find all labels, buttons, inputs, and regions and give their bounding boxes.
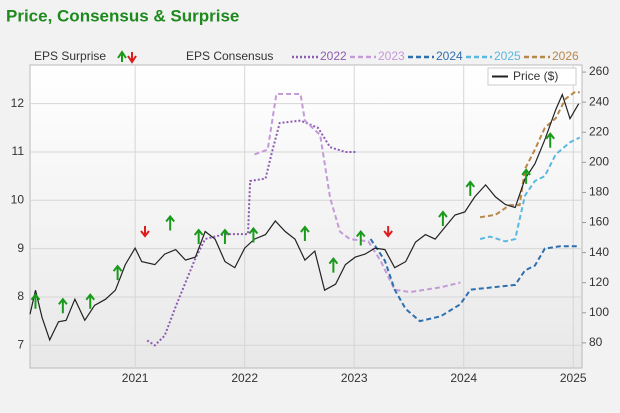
x-tick-label: 2023 bbox=[341, 371, 368, 385]
consensus-line bbox=[146, 119, 356, 347]
surprise-arrow bbox=[140, 226, 150, 238]
consensus-line bbox=[479, 90, 581, 219]
surprise-arrow bbox=[383, 226, 393, 238]
y-tick-label: 10 bbox=[11, 192, 25, 206]
legend-label: 2024 bbox=[436, 49, 463, 63]
surprise-arrow bbox=[58, 297, 68, 314]
legend-down-arrow bbox=[127, 52, 137, 64]
surprise-arrow bbox=[85, 293, 96, 309]
y2-tick-label: 140 bbox=[589, 245, 609, 259]
legend-label: 2026 bbox=[552, 49, 579, 63]
y2-tick-label: 180 bbox=[589, 185, 609, 199]
plot-area bbox=[29, 64, 583, 369]
consensus-line bbox=[479, 136, 581, 243]
surprise-arrow bbox=[328, 257, 339, 273]
x-tick-label: 2021 bbox=[122, 371, 149, 385]
surprise-arrow bbox=[112, 264, 123, 281]
surprise-arrow bbox=[465, 180, 476, 196]
legend-label: 2023 bbox=[378, 49, 405, 63]
legend-label: 2025 bbox=[494, 49, 521, 63]
y-tick-label: 12 bbox=[11, 96, 25, 110]
consensus-line bbox=[254, 93, 461, 294]
surprise-arrow bbox=[165, 214, 175, 231]
surprise-arrow bbox=[521, 168, 531, 184]
consensus-line bbox=[369, 238, 580, 323]
consensus-legend-label: EPS Consensus bbox=[186, 49, 273, 63]
y2-tick-label: 80 bbox=[589, 335, 603, 349]
chart-title: Price, Consensus & Surprise bbox=[6, 6, 239, 25]
surprise-legend-label: EPS Surprise bbox=[34, 49, 106, 63]
price-legend-box bbox=[487, 67, 577, 86]
y2-tick-label: 220 bbox=[589, 124, 609, 138]
legend-label: 2022 bbox=[320, 49, 347, 63]
surprise-arrow bbox=[193, 228, 204, 245]
x-tick-label: 2022 bbox=[231, 371, 258, 385]
surprise-arrow bbox=[248, 226, 259, 243]
surprise-arrow bbox=[220, 228, 230, 245]
y-tick-label: 7 bbox=[17, 337, 24, 351]
y2-tick-label: 260 bbox=[589, 64, 609, 78]
surprise-arrow bbox=[438, 210, 448, 226]
x-tick-label: 2025 bbox=[560, 371, 587, 385]
legend-up-arrow bbox=[117, 50, 127, 62]
price-line bbox=[29, 92, 580, 342]
y-tick-label: 11 bbox=[12, 144, 25, 158]
y2-tick-label: 120 bbox=[589, 275, 609, 289]
x-tick-label: 2024 bbox=[450, 371, 477, 385]
y2-tick-label: 160 bbox=[589, 215, 609, 229]
legend-label: Price ($) bbox=[513, 69, 558, 83]
surprise-arrow bbox=[30, 293, 41, 309]
y2-tick-label: 100 bbox=[589, 305, 609, 319]
y-tick-label: 8 bbox=[17, 289, 24, 303]
surprise-arrow bbox=[545, 132, 556, 148]
y2-tick-label: 200 bbox=[589, 155, 609, 169]
y2-tick-label: 240 bbox=[589, 94, 609, 108]
surprise-arrow bbox=[300, 225, 310, 242]
surprise-arrow bbox=[355, 229, 366, 246]
y-tick-label: 9 bbox=[17, 241, 24, 255]
